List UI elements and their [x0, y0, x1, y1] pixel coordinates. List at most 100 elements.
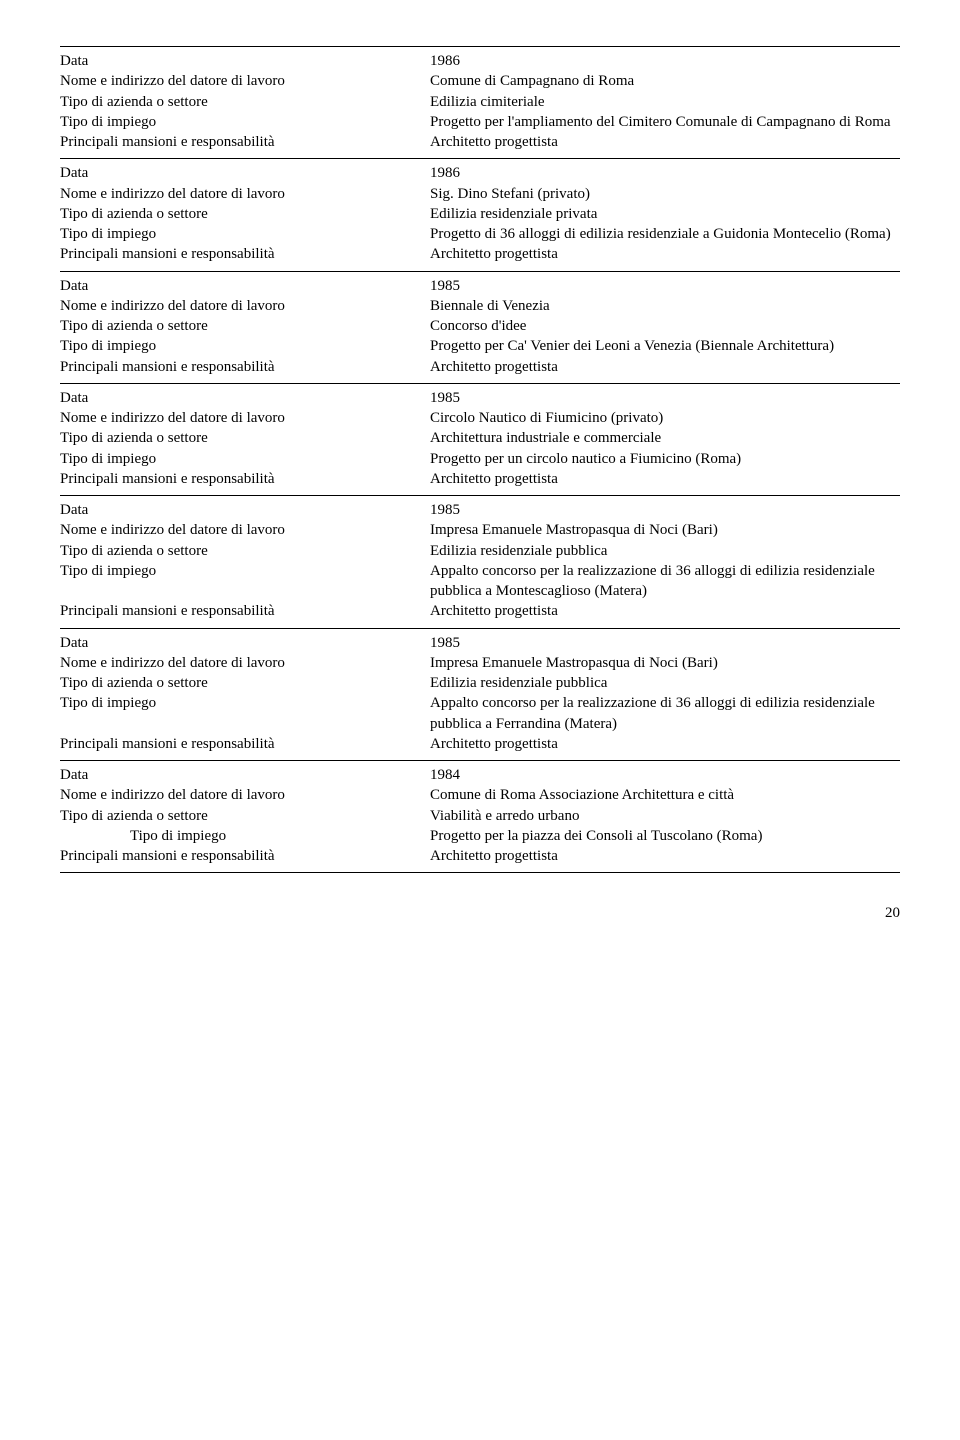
cv-value: Comune di Campagnano di Roma [430, 71, 900, 91]
cv-entry: Data1986Nome e indirizzo del datore di l… [60, 51, 900, 152]
cv-label: Principali mansioni e responsabilità [60, 244, 430, 264]
cv-label: Data [60, 500, 430, 520]
cv-label: Tipo di azienda o settore [60, 806, 430, 826]
cv-value: Progetto di 36 alloggi di edilizia resid… [430, 224, 900, 244]
cv-row: Nome e indirizzo del datore di lavoroCom… [60, 785, 900, 805]
divider [60, 158, 900, 159]
cv-value: Appalto concorso per la realizzazione di… [430, 693, 900, 734]
cv-row: Principali mansioni e responsabilitàArch… [60, 734, 900, 754]
cv-row: Nome e indirizzo del datore di lavoroImp… [60, 520, 900, 540]
cv-value: Architetto progettista [430, 734, 900, 754]
cv-entry: Data1985Nome e indirizzo del datore di l… [60, 500, 900, 622]
cv-row: Tipo di impiegoProgetto per l'ampliament… [60, 112, 900, 132]
divider [60, 872, 900, 873]
cv-label: Nome e indirizzo del datore di lavoro [60, 71, 430, 91]
cv-entry: Data1985Nome e indirizzo del datore di l… [60, 276, 900, 377]
cv-value: Architettura industriale e commerciale [430, 428, 900, 448]
cv-row: Data1985 [60, 633, 900, 653]
cv-label: Nome e indirizzo del datore di lavoro [60, 184, 430, 204]
cv-value: Architetto progettista [430, 846, 900, 866]
divider [60, 760, 900, 761]
cv-label: Principali mansioni e responsabilità [60, 469, 430, 489]
cv-row: Tipo di azienda o settoreEdilizia reside… [60, 541, 900, 561]
cv-value: Progetto per l'ampliamento del Cimitero … [430, 112, 900, 132]
cv-label: Data [60, 163, 430, 183]
cv-row: Data1986 [60, 163, 900, 183]
top-divider [60, 46, 900, 47]
cv-row: Data1985 [60, 500, 900, 520]
cv-value: Edilizia residenziale privata [430, 204, 900, 224]
cv-row: Principali mansioni e responsabilitàArch… [60, 469, 900, 489]
cv-entry: Data1985Nome e indirizzo del datore di l… [60, 633, 900, 755]
cv-value: 1986 [430, 163, 900, 183]
cv-label: Tipo di impiego [60, 112, 430, 132]
cv-value: 1984 [430, 765, 900, 785]
cv-value: Viabilità e arredo urbano [430, 806, 900, 826]
cv-value: Edilizia residenziale pubblica [430, 541, 900, 561]
cv-row: Principali mansioni e responsabilitàArch… [60, 357, 900, 377]
cv-value: Progetto per Ca' Venier dei Leoni a Vene… [430, 336, 900, 356]
cv-value: Progetto per la piazza dei Consoli al Tu… [430, 826, 900, 846]
cv-row: Nome e indirizzo del datore di lavoroCom… [60, 71, 900, 91]
cv-value: 1985 [430, 276, 900, 296]
cv-label: Nome e indirizzo del datore di lavoro [60, 408, 430, 428]
cv-row: Data1985 [60, 276, 900, 296]
cv-row: Tipo di impiegoProgetto per un circolo n… [60, 449, 900, 469]
cv-value: Architetto progettista [430, 244, 900, 264]
cv-row: Tipo di impiegoProgetto per Ca' Venier d… [60, 336, 900, 356]
cv-value: Comune di Roma Associazione Architettura… [430, 785, 900, 805]
cv-value: Architetto progettista [430, 601, 900, 621]
cv-label: Tipo di azienda o settore [60, 541, 430, 561]
cv-row: Tipo di impiegoAppalto concorso per la r… [60, 693, 900, 734]
cv-value: Circolo Nautico di Fiumicino (privato) [430, 408, 900, 428]
cv-row: Tipo di azienda o settoreArchitettura in… [60, 428, 900, 448]
divider [60, 271, 900, 272]
cv-entry: Data1986Nome e indirizzo del datore di l… [60, 163, 900, 264]
cv-value: 1985 [430, 633, 900, 653]
cv-row: Data1985 [60, 388, 900, 408]
cv-label: Data [60, 765, 430, 785]
cv-label: Tipo di azienda o settore [60, 92, 430, 112]
divider [60, 495, 900, 496]
cv-value: Concorso d'idee [430, 316, 900, 336]
cv-row: Principali mansioni e responsabilitàArch… [60, 244, 900, 264]
cv-label: Tipo di impiego [60, 693, 430, 713]
cv-row: Data1984 [60, 765, 900, 785]
cv-label: Principali mansioni e responsabilità [60, 357, 430, 377]
cv-value: 1985 [430, 500, 900, 520]
cv-label: Principali mansioni e responsabilità [60, 132, 430, 152]
cv-value: 1986 [430, 51, 900, 71]
cv-row: Nome e indirizzo del datore di lavoroImp… [60, 653, 900, 673]
cv-value: Architetto progettista [430, 357, 900, 377]
cv-label: Principali mansioni e responsabilità [60, 846, 430, 866]
cv-row: Tipo di azienda o settoreConcorso d'idee [60, 316, 900, 336]
cv-label: Nome e indirizzo del datore di lavoro [60, 296, 430, 316]
cv-label: Nome e indirizzo del datore di lavoro [60, 520, 430, 540]
cv-row: Nome e indirizzo del datore di lavoroSig… [60, 184, 900, 204]
cv-label: Principali mansioni e responsabilità [60, 601, 430, 621]
cv-label: Nome e indirizzo del datore di lavoro [60, 653, 430, 673]
cv-row: Tipo di azienda o settoreEdilizia reside… [60, 204, 900, 224]
cv-row: Tipo di azienda o settoreViabilità e arr… [60, 806, 900, 826]
cv-label: Tipo di impiego [60, 224, 430, 244]
cv-entry: Data1985Nome e indirizzo del datore di l… [60, 388, 900, 489]
cv-label: Tipo di impiego [60, 561, 430, 581]
cv-entry: Data1984Nome e indirizzo del datore di l… [60, 765, 900, 866]
cv-value: Architetto progettista [430, 469, 900, 489]
cv-label: Tipo di azienda o settore [60, 673, 430, 693]
cv-row: Tipo di impiegoAppalto concorso per la r… [60, 561, 900, 602]
cv-value: Edilizia residenziale pubblica [430, 673, 900, 693]
cv-row: Data1986 [60, 51, 900, 71]
cv-value: Impresa Emanuele Mastropasqua di Noci (B… [430, 520, 900, 540]
cv-row: Tipo di impiegoProgetto per la piazza de… [60, 826, 900, 846]
cv-row: Tipo di impiegoProgetto di 36 alloggi di… [60, 224, 900, 244]
cv-value: Sig. Dino Stefani (privato) [430, 184, 900, 204]
cv-label: Tipo di azienda o settore [60, 428, 430, 448]
cv-label: Data [60, 51, 430, 71]
cv-label: Tipo di azienda o settore [60, 204, 430, 224]
cv-row: Principali mansioni e responsabilitàArch… [60, 132, 900, 152]
cv-label: Tipo di azienda o settore [60, 316, 430, 336]
cv-row: Principali mansioni e responsabilitàArch… [60, 601, 900, 621]
cv-value: Edilizia cimiteriale [430, 92, 900, 112]
cv-label: Principali mansioni e responsabilità [60, 734, 430, 754]
